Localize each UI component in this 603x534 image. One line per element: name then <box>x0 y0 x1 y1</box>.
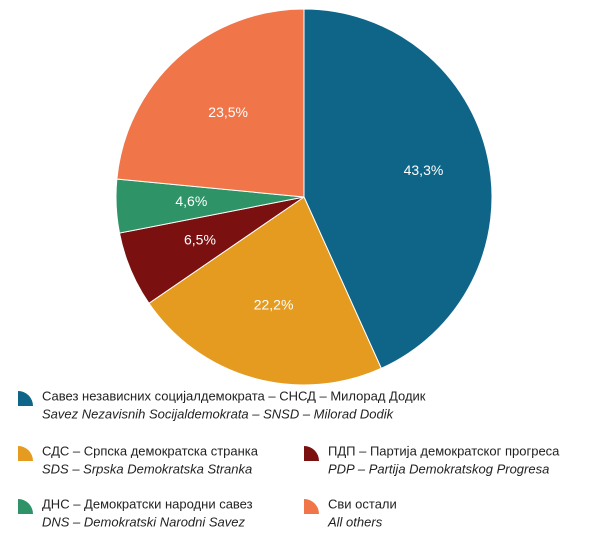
legend-swatch <box>304 446 319 461</box>
legend-label-latin: PDP – Partija Demokratskog Progresa <box>328 461 549 476</box>
value-label: 23,5% <box>208 104 248 120</box>
legend-swatch <box>18 499 33 514</box>
pie-slice <box>148 196 382 386</box>
legend-label: ДНС – Демократски народни савез <box>42 496 253 511</box>
pie-slice <box>303 8 493 370</box>
legend-label: Савез независних социјалдемократа – СНСД… <box>42 388 426 403</box>
legend-swatch <box>18 446 33 461</box>
value-label: 6,5% <box>184 231 216 247</box>
legend-label: ПДП – Партија демократског прогреса <box>328 443 560 458</box>
legend-swatch <box>304 499 319 514</box>
value-label: 4,6% <box>175 193 207 209</box>
legend-label-latin: Savez Nezavisnih Socijaldemokrata – SNSD… <box>42 406 395 421</box>
value-label: 22,2% <box>254 296 294 312</box>
legend-label-latin: SDS – Srpska Demokratska Stranka <box>42 461 252 476</box>
legend-label-latin: DNS – Demokratski Narodni Savez <box>42 514 246 529</box>
legend-label-latin: All others <box>327 514 383 529</box>
legend-swatch <box>18 391 33 406</box>
pie-slice <box>116 8 305 198</box>
legend-label: Сви остали <box>328 496 397 511</box>
value-label: 43,3% <box>404 162 444 178</box>
legend-label: СДС – Српска демократска странка <box>42 443 259 458</box>
